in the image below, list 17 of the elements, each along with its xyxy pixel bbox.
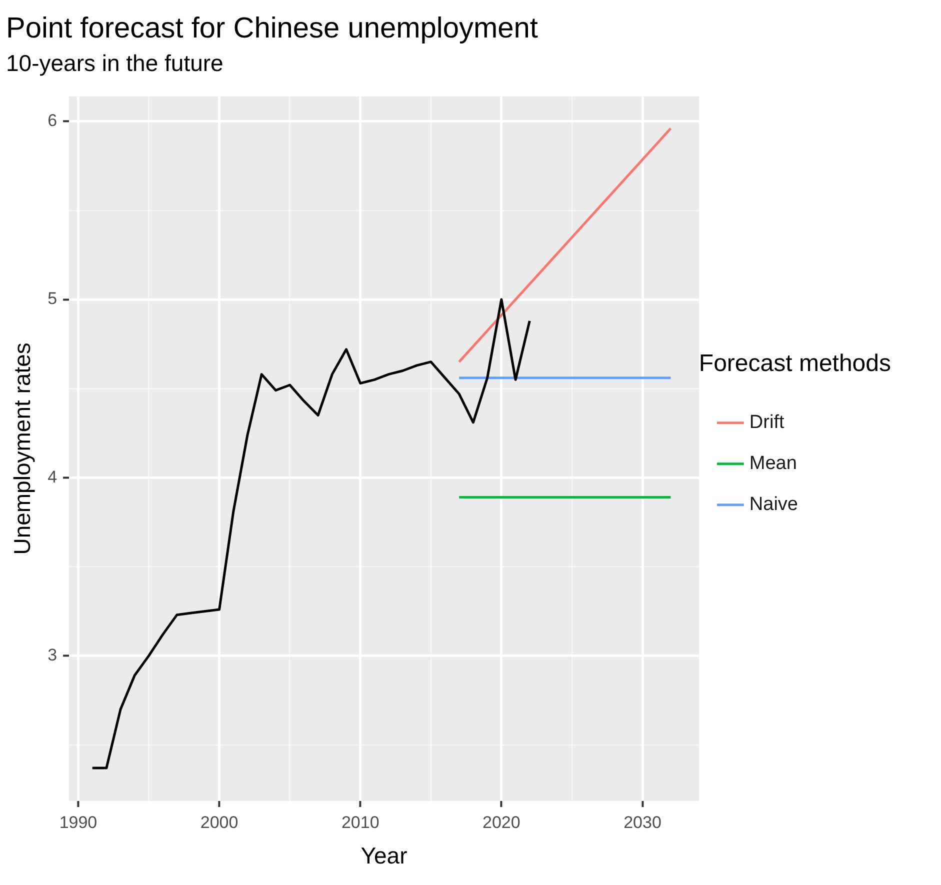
chart-title: Point forecast for Chinese unemployment (6, 12, 538, 44)
x-tick-label: 2010 (341, 812, 380, 832)
y-tick-label: 5 (48, 289, 58, 308)
x-tick-label: 1990 (59, 812, 98, 832)
y-tick-label: 6 (48, 111, 58, 130)
legend-title: Forecast methods (698, 350, 892, 378)
legend-label: Drift (749, 412, 785, 434)
chart-subtitle: 10-years in the future (6, 50, 224, 76)
y-tick-label: 4 (48, 467, 58, 486)
y-axis-title: Unemployment rates (9, 342, 36, 555)
x-axis-title: Year (360, 842, 408, 869)
legend-label: Mean (749, 453, 797, 474)
y-tick-label: 3 (48, 645, 58, 664)
x-tick-label: 2000 (200, 812, 238, 832)
x-tick-label: 2030 (624, 812, 662, 832)
x-tick-label: 2020 (482, 812, 520, 832)
legend-label: Naive (749, 494, 798, 516)
